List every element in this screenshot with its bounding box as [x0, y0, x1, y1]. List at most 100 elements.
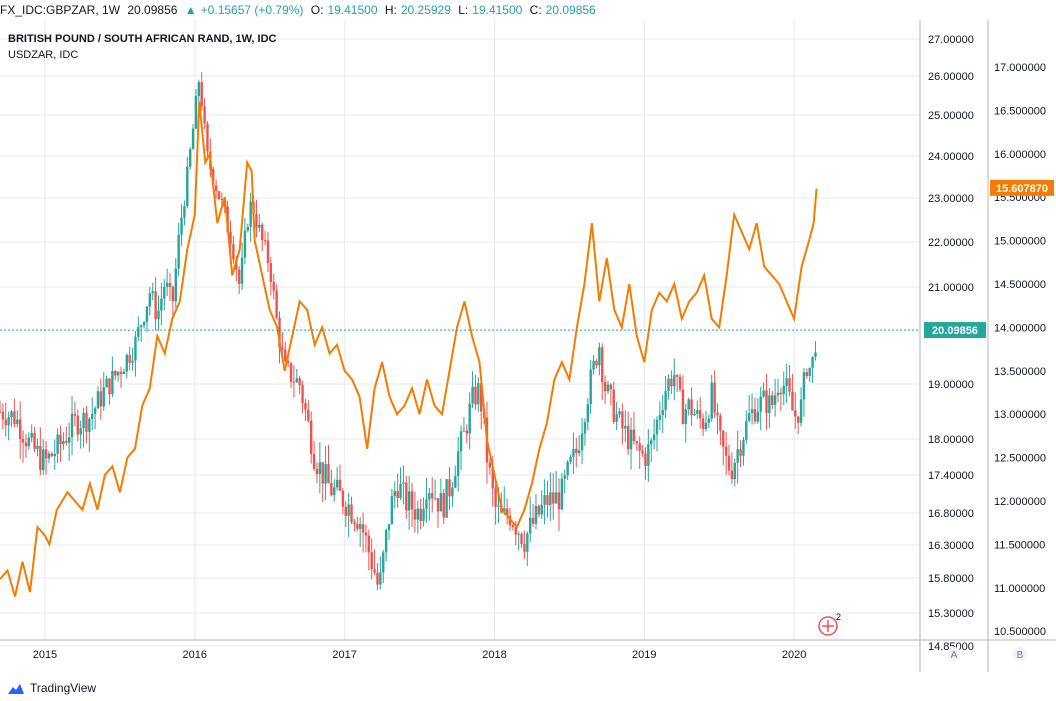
overlay-series-title[interactable]: USDZAR, IDC — [8, 49, 78, 61]
candle — [344, 501, 347, 527]
candle — [321, 462, 324, 503]
candle — [315, 462, 319, 484]
candle — [105, 375, 108, 388]
candle — [644, 447, 647, 480]
candle — [701, 413, 705, 437]
candle — [505, 498, 509, 525]
candle — [88, 417, 91, 452]
candle — [44, 440, 48, 475]
candle — [122, 368, 126, 375]
axis-a-badge[interactable] — [947, 647, 961, 661]
candle — [589, 360, 592, 415]
candle — [237, 266, 241, 295]
candle — [379, 556, 382, 590]
candle — [194, 89, 198, 130]
candle — [191, 124, 195, 150]
candle — [719, 413, 722, 446]
candle — [21, 430, 25, 463]
candle — [747, 394, 751, 423]
candle — [217, 190, 221, 200]
candle — [148, 286, 152, 316]
candle — [615, 402, 618, 431]
candle — [174, 258, 177, 308]
right-price-axis[interactable]: 17.00000016.50000016.00000015.50000015.0… — [994, 62, 1046, 638]
candle — [335, 467, 339, 491]
candle — [707, 414, 711, 429]
usdzar-line — [0, 101, 818, 597]
candle — [773, 379, 777, 417]
symbol-label[interactable]: FX_IDC:GBPZAR, 1W — [0, 3, 121, 17]
candle — [673, 358, 676, 401]
candle — [168, 272, 172, 301]
candle — [65, 426, 68, 446]
candle — [814, 340, 817, 361]
right-axis-tick: 11.500000 — [994, 539, 1045, 551]
left-axis-tick: 15.30000 — [928, 608, 974, 620]
economic-event-flag-icon[interactable]: 2 — [818, 612, 841, 636]
candle — [503, 486, 506, 516]
candle — [396, 473, 399, 508]
candle — [53, 439, 56, 470]
candle — [390, 489, 394, 525]
right-axis-tick: 15.000000 — [994, 236, 1046, 248]
candle — [134, 330, 137, 377]
candle — [661, 394, 664, 433]
candle — [459, 425, 463, 470]
candle — [678, 373, 682, 392]
axis-b-badge[interactable] — [1013, 647, 1027, 661]
candle — [214, 179, 218, 199]
candle — [650, 437, 653, 463]
candle — [382, 549, 385, 584]
time-axis[interactable]: 2015 2016 2017 2018 2019 2020 — [33, 649, 807, 661]
time-axis-tick: 2017 — [332, 649, 356, 661]
candle — [275, 284, 278, 320]
candle — [269, 256, 273, 296]
left-axis-tick: 21.00000 — [928, 282, 974, 294]
candle — [356, 516, 359, 532]
gbpzar-last-tag — [924, 322, 986, 339]
candle — [526, 531, 529, 566]
candle — [543, 479, 546, 525]
candle — [586, 398, 590, 431]
candle — [601, 343, 604, 401]
candle — [575, 437, 578, 468]
candle — [474, 374, 477, 411]
candle — [670, 370, 673, 395]
usdzar-last-tag — [990, 179, 1054, 196]
candle — [203, 98, 206, 130]
left-axis-tick: 22.00000 — [928, 237, 974, 249]
candle — [42, 439, 45, 476]
candle — [393, 481, 396, 509]
candle — [805, 368, 809, 379]
candle — [419, 498, 422, 530]
candle — [39, 427, 42, 476]
left-axis-tick: 26.00000 — [928, 71, 974, 83]
candle — [624, 410, 627, 443]
candle — [1, 403, 5, 430]
main-series-title[interactable]: BRITISH POUND / SOUTH AFRICAN RAND, 1W, … — [8, 33, 277, 45]
open-label: O: — [310, 3, 324, 17]
time-axis-tick: 2016 — [183, 649, 207, 661]
candle — [142, 320, 146, 329]
candle — [333, 479, 336, 502]
tradingview-logo[interactable]: TradingView — [6, 676, 96, 701]
candle — [402, 465, 405, 505]
candle — [353, 518, 356, 532]
chart-canvas[interactable]: 27.00000 26.00000 25.00000 24.00000 23.00000… — [0, 20, 1056, 672]
candle — [338, 464, 342, 491]
candle — [188, 146, 192, 170]
candle — [652, 418, 656, 449]
candle — [733, 458, 736, 487]
candle — [36, 438, 39, 457]
candle — [572, 432, 575, 475]
candle — [364, 524, 368, 553]
candle — [163, 278, 166, 311]
left-price-axis[interactable]: 27.00000 26.00000 25.00000 24.00000 23.00000… — [928, 34, 974, 653]
candle — [690, 387, 693, 426]
candle — [361, 512, 365, 553]
candle — [177, 222, 180, 277]
candle — [13, 398, 16, 428]
axis-a-label: A — [951, 650, 958, 661]
time-axis-tick: 2019 — [632, 649, 656, 661]
tradingview-name: TradingView — [30, 681, 97, 695]
